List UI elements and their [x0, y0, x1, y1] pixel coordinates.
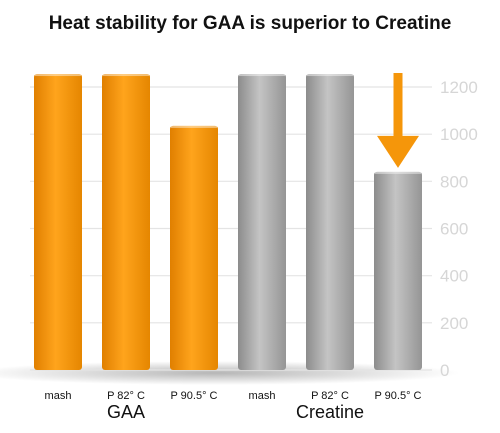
bar	[238, 74, 286, 370]
bar	[374, 171, 422, 370]
bar-highlight	[307, 74, 353, 77]
group-label: GAA	[107, 402, 145, 422]
bars	[34, 74, 422, 370]
chart-title: Heat stability for GAA is superior to Cr…	[49, 13, 452, 34]
bar	[34, 74, 82, 370]
bar-highlight	[375, 171, 421, 174]
y-tick-label: 1000	[440, 125, 478, 144]
annotation	[377, 73, 419, 168]
y-tick-label: 400	[440, 267, 468, 286]
bar	[102, 74, 150, 370]
x-tick-label: mash	[249, 390, 276, 402]
bar-highlight	[171, 125, 217, 128]
y-tick-label: 800	[440, 172, 468, 191]
y-tick-label: 600	[440, 220, 468, 239]
y-axis-ticks: 0 200 400 600 800 1000 1200	[440, 78, 478, 380]
x-tick-label: P 90.5° C	[170, 390, 217, 402]
bar-highlight	[103, 74, 149, 77]
x-axis-ticks: mash P 82° C P 90.5° C mash P 82° C P 90.5° C	[45, 390, 422, 402]
down-arrow-icon	[377, 135, 419, 168]
bar-highlight	[239, 74, 285, 77]
x-tick-label: mash	[45, 390, 72, 402]
y-tick-label: 1200	[440, 78, 478, 97]
x-tick-label: P 82° C	[107, 390, 145, 402]
y-tick-label: 200	[440, 314, 468, 333]
gridlines	[30, 86, 432, 371]
x-tick-label: P 90.5° C	[374, 390, 421, 402]
group-labels: GAA Creatine	[107, 402, 364, 422]
x-tick-label: P 82° C	[311, 390, 349, 402]
arrow-shaft	[393, 73, 403, 138]
bar	[170, 125, 218, 370]
group-label: Creatine	[296, 402, 364, 422]
bar	[306, 74, 354, 370]
bar-highlight	[35, 74, 81, 77]
y-tick-label: 0	[440, 361, 449, 380]
